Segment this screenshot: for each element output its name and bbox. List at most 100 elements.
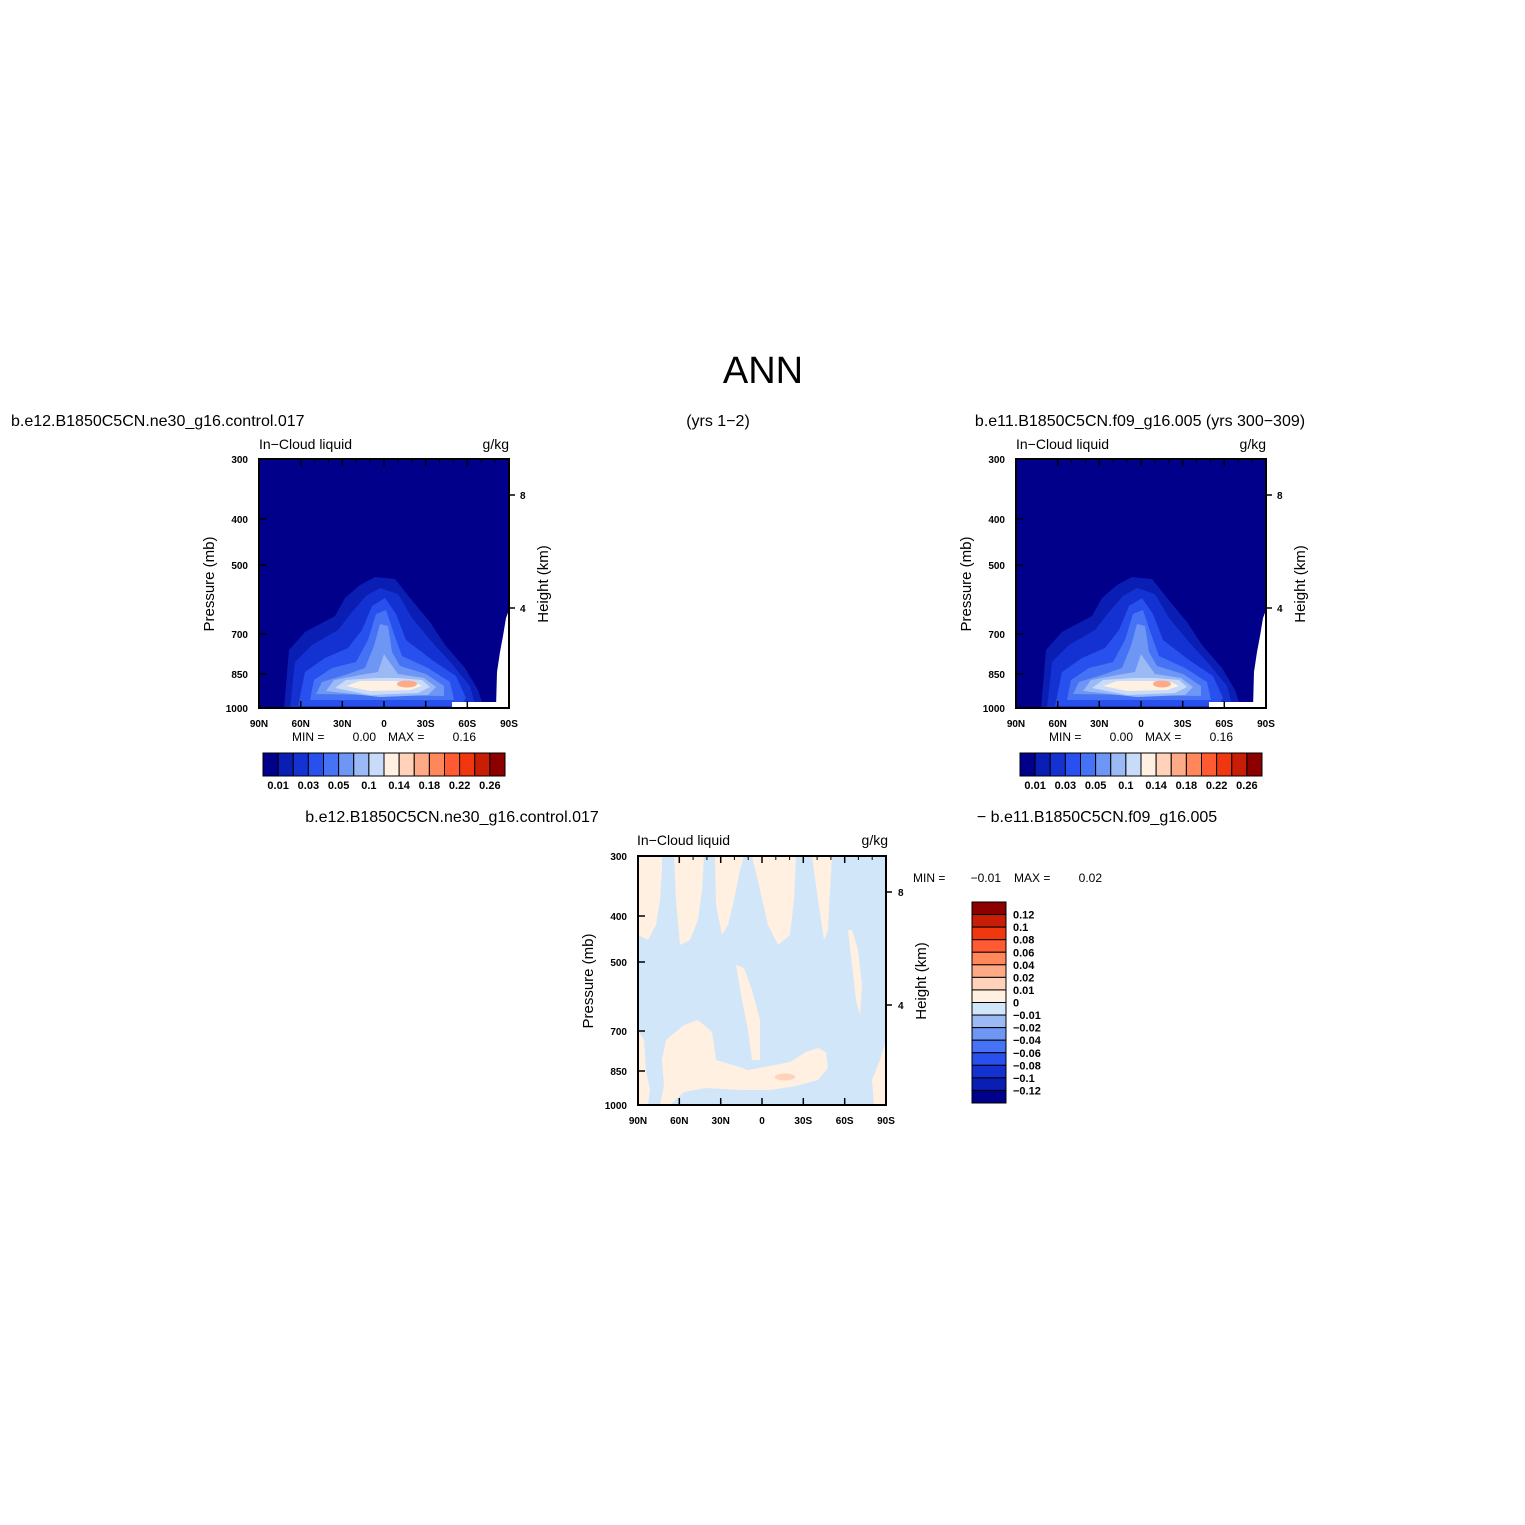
panel-c-ticks <box>637 856 892 1105</box>
colorbar-swatch <box>971 989 1007 1003</box>
colorbar-swatch <box>971 1077 1007 1091</box>
colorbar-swatch <box>1201 752 1218 777</box>
colorbar-label: 0.1 <box>1013 922 1028 934</box>
figure-title: ANN <box>723 350 803 392</box>
y2-tick-label: 8 <box>520 491 526 502</box>
min-label: MIN = <box>1049 730 1081 744</box>
max-value: 0.02 <box>1079 871 1103 885</box>
colorbar-swatch <box>971 1052 1007 1066</box>
colorbar-swatch <box>971 914 1007 928</box>
y-tick-label: 850 <box>231 670 248 681</box>
colorbar-label: −0.12 <box>1013 1085 1041 1097</box>
colorbar-swatch <box>1125 752 1142 777</box>
max-label: MAX = <box>1014 871 1050 885</box>
colorbar-swatch <box>1140 752 1157 777</box>
x-tick-label: 90S <box>1257 719 1275 730</box>
colorbar-label: 0.05 <box>328 780 349 792</box>
x-tick-label: 90S <box>500 719 518 730</box>
colorbar-swatch <box>971 951 1007 966</box>
min-value: 0.00 <box>353 730 377 744</box>
y-tick-label: 300 <box>610 852 627 863</box>
colorbar-swatch <box>413 752 430 777</box>
y-tick-label: 300 <box>231 455 248 466</box>
colorbar-swatch <box>474 752 491 777</box>
colorbar-swatch <box>971 1039 1007 1054</box>
colorbar-label: 0.22 <box>449 780 470 792</box>
colorbar-swatch <box>971 1089 1007 1104</box>
panel-b-contours <box>1016 459 1266 708</box>
y2-tick-label: 8 <box>898 888 904 899</box>
panel-a-title: In−Cloud liquid <box>259 436 352 452</box>
max-label: MAX = <box>1145 730 1181 744</box>
diff-band-pos <box>660 1020 828 1105</box>
colorbar-label: −0.02 <box>1013 1023 1041 1035</box>
y-tick-label: 1000 <box>226 704 249 715</box>
colorbar-swatch <box>1246 752 1263 777</box>
y2-tick-label: 4 <box>898 1001 904 1012</box>
panel-a-contours <box>259 459 509 708</box>
diff-header-right: − b.e11.B1850C5CN.f09_g16.005 <box>977 809 1217 826</box>
missing-data-strip <box>452 702 500 708</box>
colorbar-swatch <box>368 752 385 777</box>
colorbar-swatch <box>1019 752 1036 777</box>
y-tick-label: 500 <box>988 561 1005 572</box>
colorbar-swatch <box>1216 752 1233 777</box>
colorbar-swatch <box>971 976 1007 991</box>
x-tick-label: 30S <box>794 1116 812 1127</box>
diff-band-pos <box>715 856 744 935</box>
contour-band-10 <box>1153 680 1171 688</box>
y-tick-label: 700 <box>231 630 248 641</box>
diff-band-pos <box>812 856 832 940</box>
panel-difference: In−Cloud liquid g/kg 90N 60N 3 <box>580 832 1102 1127</box>
colorbar-swatch <box>444 752 461 777</box>
colorbar-a: 0.01 0.03 0.05 0.1 0.14 0.18 0.22 0.26 <box>262 752 506 792</box>
panel-c-minor-ticks <box>692 856 873 860</box>
min-label: MIN = <box>292 730 324 744</box>
y-tick-label: 400 <box>610 912 627 923</box>
colorbar-label: 0.05 <box>1085 780 1106 792</box>
x-tick-label: 30S <box>417 719 435 730</box>
x-tick-label: 60N <box>670 1116 688 1127</box>
y-tick-label: 400 <box>231 515 248 526</box>
x-tick-label: 0 <box>381 719 387 730</box>
colorbar-label: −0.06 <box>1013 1048 1041 1060</box>
y2-tick-label: 4 <box>1277 604 1283 615</box>
colorbar-label: 0.18 <box>1176 780 1197 792</box>
x-tick-label: 90S <box>877 1116 895 1127</box>
min-value: 0.00 <box>1110 730 1134 744</box>
y-axis-label: Pressure (mb) <box>580 933 597 1028</box>
y-tick-label: 700 <box>610 1027 627 1038</box>
diff-band-pos <box>638 856 662 940</box>
panel-model-a: In−Cloud liquid g/kg 90N 60N 3 <box>201 436 552 792</box>
colorbar-label: 0 <box>1013 998 1019 1010</box>
colorbar-swatch <box>1110 752 1127 777</box>
x-tick-label: 30N <box>1090 719 1108 730</box>
panel-b-minor-ticks <box>1071 459 1253 463</box>
colorbar-swatch <box>971 926 1007 941</box>
colorbar-swatch <box>459 752 476 777</box>
diff-band-pos <box>848 930 862 1015</box>
diff-band-pos <box>752 856 796 945</box>
colorbar-swatch <box>307 752 324 777</box>
panel-b-units: g/kg <box>1240 436 1266 452</box>
contour-band-10 <box>397 680 417 688</box>
colorbar-label: −0.01 <box>1013 1010 1041 1022</box>
colorbar-swatch <box>1095 752 1112 777</box>
colorbar-label: 0.02 <box>1013 972 1034 984</box>
panel-c-title: In−Cloud liquid <box>637 832 730 848</box>
y2-axis-label: Height (km) <box>1292 545 1309 623</box>
y-tick-label: 1000 <box>605 1101 628 1112</box>
x-tick-label: 30N <box>333 719 351 730</box>
header-left: b.e12.B1850C5CN.ne30_g16.control.017 <box>11 413 305 430</box>
colorbar-swatch <box>323 752 340 777</box>
panel-b-ticks <box>1015 459 1272 708</box>
max-value: 0.16 <box>453 730 477 744</box>
colorbar-label: −0.1 <box>1013 1073 1035 1085</box>
diff-band-max <box>775 1073 795 1081</box>
x-tick-label: 60N <box>292 719 310 730</box>
x-tick-label: 90N <box>250 719 268 730</box>
colorbar-swatch <box>489 752 506 777</box>
panel-a-ticks <box>258 459 515 708</box>
diff-band-pos <box>674 856 704 945</box>
colorbar-label: 0.26 <box>479 780 500 792</box>
